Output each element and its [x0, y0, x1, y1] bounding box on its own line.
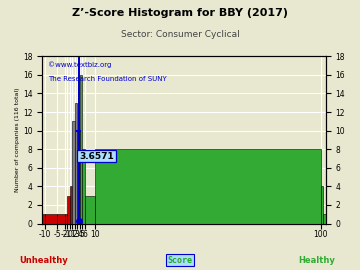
Bar — [75, 103, 77, 224]
Text: Sector: Consumer Cyclical: Sector: Consumer Cyclical — [121, 30, 239, 39]
Bar — [67, 196, 70, 224]
Bar — [65, 214, 67, 224]
Bar — [45, 214, 57, 224]
Text: ©www.textbiz.org: ©www.textbiz.org — [48, 61, 111, 68]
Text: Unhealthy: Unhealthy — [19, 256, 68, 265]
Bar — [72, 121, 75, 224]
Text: Score: Score — [167, 256, 193, 265]
Bar — [323, 214, 326, 224]
Text: The Research Foundation of SUNY: The Research Foundation of SUNY — [48, 76, 167, 82]
Bar — [321, 186, 323, 224]
Text: Healthy: Healthy — [298, 256, 335, 265]
Bar — [77, 131, 80, 224]
Text: Z’-Score Histogram for BBY (2017): Z’-Score Histogram for BBY (2017) — [72, 8, 288, 18]
Y-axis label: Number of companies (116 total): Number of companies (116 total) — [15, 88, 20, 192]
Bar — [95, 149, 321, 224]
Bar — [57, 214, 65, 224]
Bar — [82, 149, 85, 224]
Bar — [42, 214, 45, 224]
Bar — [80, 75, 82, 224]
Text: 3.6571: 3.6571 — [79, 151, 114, 160]
Bar — [70, 186, 72, 224]
Bar — [85, 196, 95, 224]
